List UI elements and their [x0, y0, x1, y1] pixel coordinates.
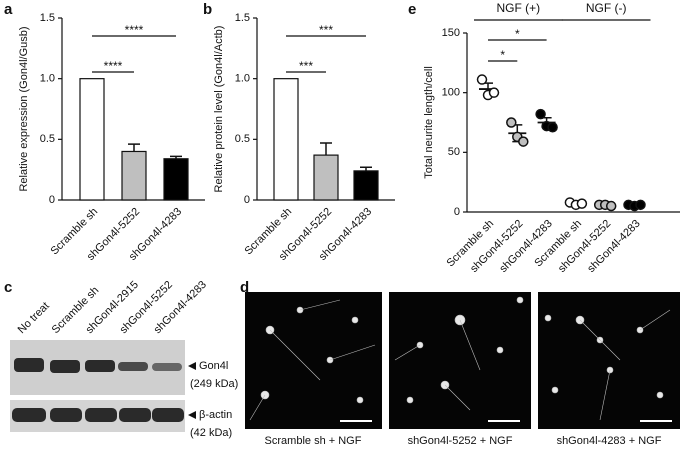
y-tick-label: 150: [442, 27, 460, 39]
bar: [354, 171, 378, 200]
bar: [274, 79, 298, 200]
significance-label: ***: [319, 23, 333, 37]
y-tick-label: 1.0: [40, 73, 55, 85]
y-tick-label: 0: [454, 206, 460, 218]
significance-label: *: [515, 27, 520, 41]
significance-label: ****: [125, 23, 144, 37]
bar: [314, 155, 338, 200]
y-tick-label: 1.5: [235, 12, 250, 24]
y-tick-label: 1.0: [235, 73, 250, 85]
micrographs: [245, 292, 680, 429]
data-point: [636, 200, 645, 209]
bar: [164, 159, 188, 200]
band-size: (249 kDa): [190, 378, 238, 390]
band-name: Gon4l: [199, 360, 228, 372]
y-tick-label: 1.5: [40, 12, 55, 24]
error-bar: [320, 143, 332, 155]
data-point: [607, 202, 616, 211]
data-point: [577, 199, 586, 208]
panel-letter: b: [203, 1, 212, 18]
panel-letter: a: [4, 1, 13, 18]
panel-letter: e: [408, 1, 416, 18]
bar: [122, 151, 146, 200]
micrograph-caption: shGon4l-4283 + NGF: [557, 435, 662, 447]
y-axis-label: Relative expression (Gon4l/Gusb): [18, 26, 30, 191]
data-point: [490, 88, 499, 97]
y-tick-label: 50: [448, 146, 460, 158]
band-arrow: [188, 362, 196, 370]
data-point: [519, 137, 528, 146]
band-name: β-actin: [199, 409, 232, 421]
y-axis-label: Relative protein level (Gon4l/Actb): [213, 26, 225, 193]
band-arrow: [188, 411, 196, 419]
micrograph-caption: Scramble sh + NGF: [265, 435, 362, 447]
band-size: (42 kDa): [190, 427, 232, 439]
y-tick-label: 0.5: [40, 133, 55, 145]
significance-label: ***: [299, 59, 313, 73]
error-bar: [128, 144, 140, 151]
data-point: [507, 118, 516, 127]
significance-label: ****: [104, 59, 123, 73]
micrograph-caption: shGon4l-5252 + NGF: [408, 435, 513, 447]
bar: [80, 79, 104, 200]
y-axis-label: Total neurite length/cell: [423, 66, 435, 179]
data-point: [548, 123, 557, 132]
group-label: NGF (+): [496, 1, 540, 15]
y-tick-label: 0.5: [235, 133, 250, 145]
group-label: NGF (-): [586, 1, 627, 15]
y-tick-label: 0: [244, 194, 250, 206]
x-tick-label: shGon4l-4283: [585, 218, 642, 275]
data-point: [478, 75, 487, 84]
y-tick-label: 0: [49, 194, 55, 206]
panel-letter: c: [4, 279, 12, 296]
y-tick-label: 100: [442, 87, 460, 99]
lane-label: No treat: [16, 300, 52, 336]
data-point: [536, 110, 545, 119]
significance-label: *: [500, 48, 505, 62]
